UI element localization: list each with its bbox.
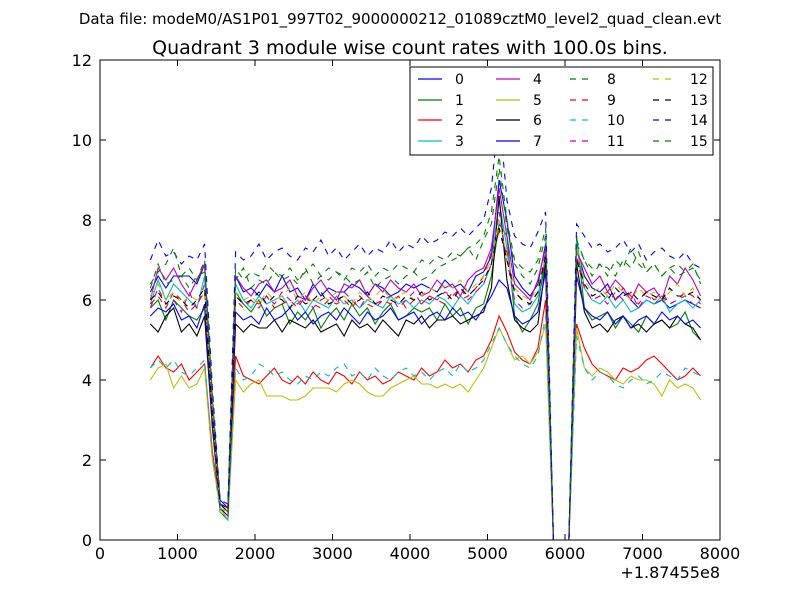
legend-label-0: 0 bbox=[455, 72, 464, 88]
series-line-11 bbox=[149, 211, 701, 540]
legend-label-6: 6 bbox=[533, 113, 542, 129]
series-line-7 bbox=[150, 271, 701, 540]
suptitle: Data file: modeM0/AS1P01_997T02_90000002… bbox=[79, 10, 721, 29]
y-tick-label: 6 bbox=[82, 291, 92, 310]
y-tick-label: 4 bbox=[82, 371, 92, 390]
series-line-6 bbox=[150, 195, 702, 540]
legend-label-9: 9 bbox=[607, 93, 616, 109]
y-tick-label: 12 bbox=[72, 51, 92, 70]
legend-box bbox=[409, 66, 714, 156]
x-tick-label: 2000 bbox=[235, 544, 276, 563]
x-tick-label: 1000 bbox=[157, 544, 198, 563]
series-layer bbox=[149, 111, 702, 540]
series-line-9 bbox=[150, 230, 701, 540]
legend-label-2: 2 bbox=[455, 113, 464, 129]
series-line-10 bbox=[150, 315, 701, 540]
x-tick-label: 4000 bbox=[390, 544, 431, 563]
legend-label-12: 12 bbox=[690, 72, 708, 88]
series-line-14 bbox=[149, 111, 701, 540]
x-tick-label: 8000 bbox=[700, 544, 741, 563]
legend-label-11: 11 bbox=[607, 134, 625, 150]
y-tick-label: 10 bbox=[72, 131, 92, 150]
series-line-8 bbox=[149, 167, 702, 540]
y-tick-label: 2 bbox=[82, 451, 92, 470]
legend-label-13: 13 bbox=[690, 93, 708, 109]
axis-ticks: 0 1000 2000 3000 4000 5000 6000 7000 80000246810… bbox=[72, 51, 741, 563]
legend-label-8: 8 bbox=[607, 72, 616, 88]
x-offset-label: +1.87455e8 bbox=[620, 563, 720, 582]
legend-label-14: 14 bbox=[690, 113, 708, 129]
legend-label-3: 3 bbox=[455, 134, 464, 150]
series-line-4 bbox=[149, 187, 702, 540]
series-line-0 bbox=[149, 179, 701, 540]
x-tick-label: 7000 bbox=[622, 544, 663, 563]
series-line-5 bbox=[149, 323, 702, 540]
legend-label-4: 4 bbox=[533, 72, 542, 88]
x-tick-label: 3000 bbox=[312, 544, 353, 563]
legend-label-1: 1 bbox=[455, 93, 464, 109]
legend-label-5: 5 bbox=[533, 93, 542, 109]
series-line-13 bbox=[150, 227, 701, 540]
y-tick-label: 8 bbox=[82, 211, 92, 230]
x-tick-label: 6000 bbox=[545, 544, 586, 563]
series-line-2 bbox=[149, 299, 701, 540]
x-tick-label: 0 bbox=[95, 544, 105, 563]
legend-label-15: 15 bbox=[690, 134, 708, 150]
legend-label-10: 10 bbox=[607, 113, 625, 129]
chart-title: Quadrant 3 module wise count rates with … bbox=[152, 37, 668, 59]
x-tick-label: 5000 bbox=[467, 544, 508, 563]
y-tick-label: 0 bbox=[82, 531, 92, 550]
legend-label-7: 7 bbox=[533, 134, 542, 150]
